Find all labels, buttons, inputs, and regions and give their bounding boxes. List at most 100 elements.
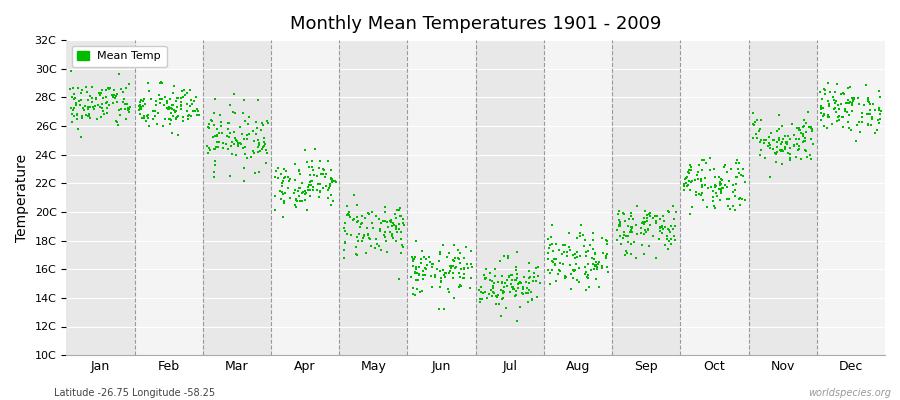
Point <box>70 111 85 117</box>
Point <box>779 139 794 145</box>
Point <box>601 269 616 276</box>
Point <box>379 238 393 244</box>
Point <box>92 90 106 96</box>
Point <box>842 98 857 105</box>
Point <box>524 289 538 295</box>
Point <box>752 151 767 158</box>
Point <box>74 90 88 96</box>
Point <box>797 138 812 144</box>
Point <box>180 116 194 122</box>
Point <box>774 161 788 167</box>
Point <box>610 226 625 233</box>
Point <box>420 262 435 268</box>
Point <box>350 234 365 240</box>
Point <box>695 190 709 197</box>
Point <box>220 120 235 126</box>
Point <box>634 220 649 226</box>
Point <box>688 177 702 183</box>
Point <box>484 287 499 294</box>
Point <box>220 126 235 132</box>
Point <box>630 203 644 209</box>
Point <box>762 145 777 152</box>
Point <box>386 235 400 241</box>
Point <box>578 264 592 271</box>
Point <box>425 263 439 270</box>
Point <box>310 187 324 194</box>
Bar <box>67 40 134 355</box>
Point <box>301 187 315 194</box>
Point <box>636 219 651 226</box>
Point <box>416 276 430 282</box>
Point <box>427 260 441 267</box>
Point <box>478 289 492 295</box>
Point <box>803 152 817 158</box>
Point <box>691 190 706 197</box>
Point <box>453 282 467 289</box>
Point <box>362 234 376 241</box>
Point <box>835 123 850 130</box>
Point <box>251 97 266 103</box>
Point <box>521 275 535 281</box>
Point <box>83 92 97 99</box>
Point <box>688 188 703 195</box>
Point <box>710 193 724 199</box>
Point <box>796 123 811 130</box>
Point <box>852 101 867 107</box>
Point <box>805 128 819 134</box>
Point <box>76 105 90 111</box>
Point <box>202 121 216 127</box>
Point <box>140 113 154 119</box>
Point <box>622 216 636 222</box>
Point <box>655 223 670 229</box>
Point <box>845 101 859 108</box>
Point <box>678 176 692 183</box>
Point <box>169 116 184 122</box>
Point <box>138 101 152 107</box>
Point <box>695 182 709 188</box>
Point <box>772 126 787 132</box>
Point <box>191 108 205 114</box>
Point <box>288 202 302 208</box>
Point <box>572 264 586 271</box>
Point <box>219 141 233 147</box>
Point <box>716 176 730 183</box>
Point <box>610 211 625 218</box>
Point <box>776 148 790 155</box>
Point <box>763 174 778 180</box>
Point <box>210 126 224 132</box>
Point <box>216 139 230 146</box>
Point <box>806 141 821 148</box>
Point <box>828 88 842 95</box>
Point <box>680 174 694 180</box>
Point <box>646 215 661 222</box>
Point <box>206 134 220 140</box>
Point <box>95 95 110 101</box>
Point <box>814 102 828 109</box>
Point <box>737 197 751 204</box>
Point <box>551 270 565 277</box>
Point <box>572 232 587 239</box>
Point <box>643 213 657 220</box>
Point <box>141 80 156 86</box>
Point <box>566 275 580 281</box>
Point <box>662 227 677 233</box>
Point <box>302 179 317 185</box>
Point <box>496 288 510 294</box>
Point <box>495 279 509 286</box>
Point <box>630 231 644 238</box>
Point <box>617 252 632 258</box>
Point <box>563 262 578 268</box>
Point <box>176 114 191 120</box>
Point <box>642 243 656 249</box>
Point <box>488 273 502 279</box>
Point <box>791 147 806 153</box>
Point <box>210 132 224 139</box>
Point <box>507 286 521 292</box>
Point <box>64 104 78 111</box>
Point <box>112 106 127 113</box>
Point <box>595 235 609 241</box>
Point <box>720 196 734 203</box>
Point <box>796 131 810 137</box>
Point <box>304 178 319 184</box>
Point <box>636 231 651 238</box>
